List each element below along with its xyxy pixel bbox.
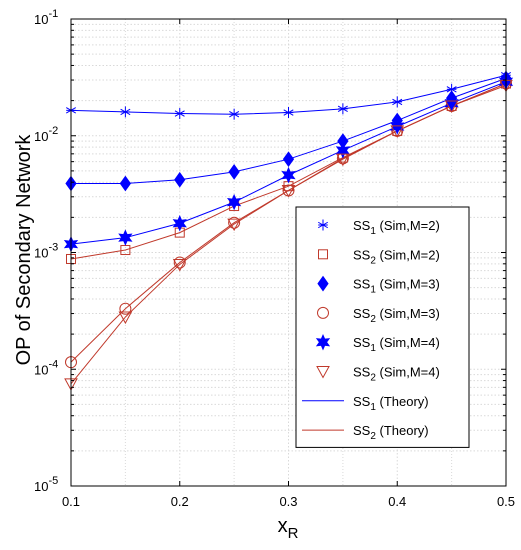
x-tick-label: 0.4 — [388, 494, 406, 509]
data-point-series-3 — [120, 176, 130, 190]
data-point-series-1 — [392, 96, 402, 107]
legend: SS1 (Sim,M=2)SS2 (Sim,M=2)SS1 (Sim,M=3)S… — [296, 207, 469, 447]
data-point-series-1 — [338, 103, 348, 114]
y-axis-label: OP of Secondary Network — [13, 134, 35, 366]
data-point-series-3 — [229, 165, 239, 179]
data-point-series-3 — [175, 173, 185, 187]
data-point-series-1 — [284, 107, 294, 118]
x-tick-label: 0.2 — [171, 494, 189, 509]
legend-box — [296, 207, 469, 447]
x-tick-label: 0.3 — [279, 494, 297, 509]
data-point-series-5 — [282, 168, 294, 182]
y-tick-label: 10-5 — [34, 475, 58, 494]
y-tick-label: 10-2 — [34, 125, 58, 144]
x-tick-label: 0.5 — [497, 494, 515, 509]
x-tick-label: 0.1 — [62, 494, 80, 509]
data-point-series-1 — [175, 108, 185, 119]
y-tick-label: 10-1 — [34, 8, 58, 27]
y-tick-label: 10-3 — [34, 242, 58, 261]
x-axis-label: xR — [278, 515, 299, 542]
data-point-series-1 — [229, 109, 239, 120]
y-tick-label: 10-4 — [34, 358, 58, 377]
data-point-series-1 — [121, 106, 131, 117]
